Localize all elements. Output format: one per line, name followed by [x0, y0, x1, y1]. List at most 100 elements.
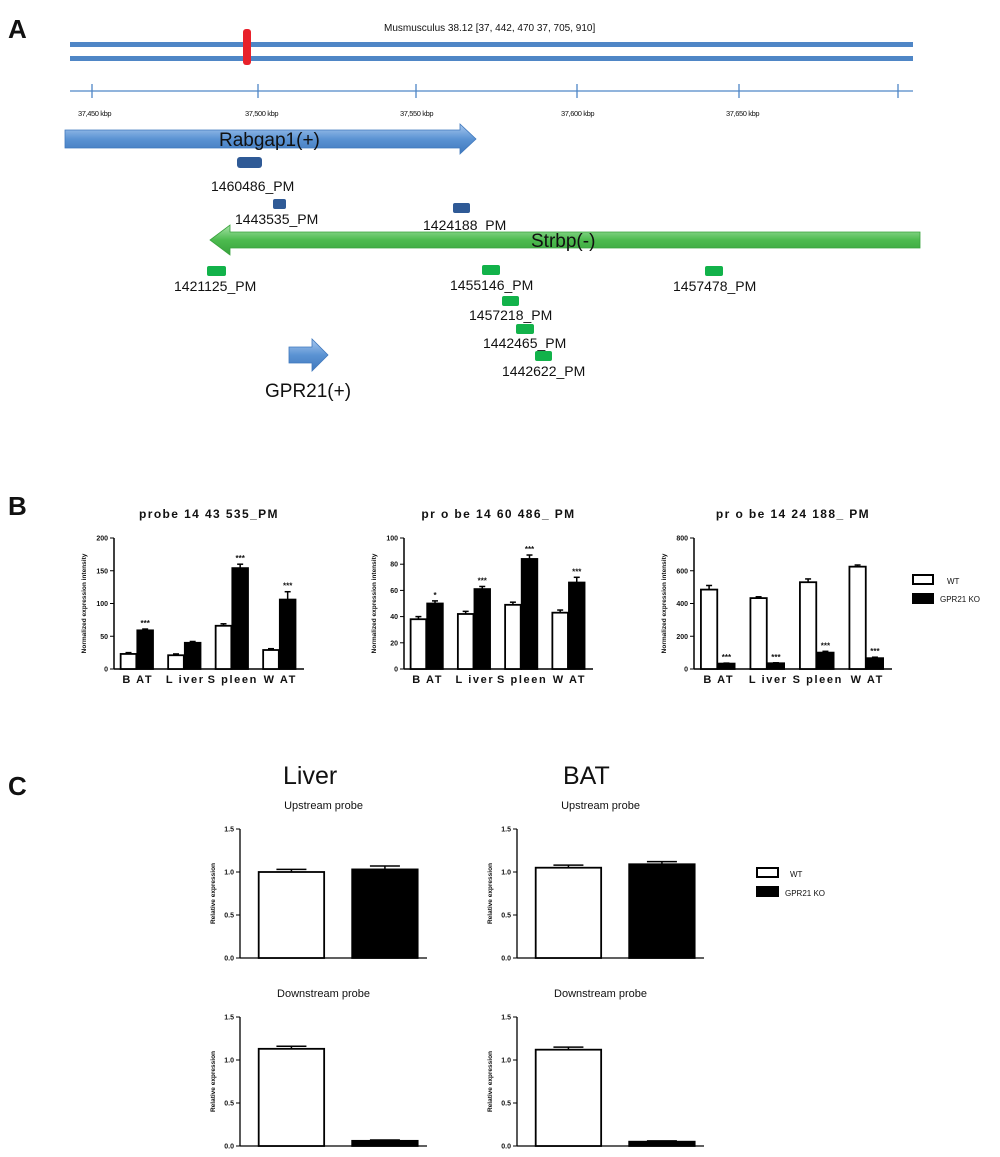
significance-marker: *** [235, 554, 245, 563]
y-tick-label: 0.0 [501, 1144, 511, 1151]
probe-label-1455146: 1455146_PM [450, 277, 533, 293]
bar-ko [136, 629, 154, 670]
chart-title: probe 14 43 535_PM [139, 507, 279, 521]
chromosome-line-upper [70, 42, 913, 47]
significance-marker: *** [870, 647, 880, 656]
y-tick-label: 1.0 [224, 870, 234, 877]
probe-marker-1442465 [516, 324, 534, 334]
y-tick-label: 800 [676, 536, 688, 543]
chart-title: Downstream probe [277, 988, 370, 1000]
probe-marker-1460486 [237, 157, 262, 168]
y-tick-label: 0.5 [224, 1101, 234, 1108]
bar-wt [749, 597, 768, 670]
y-tick-label: 100 [96, 601, 108, 608]
bar-ko [351, 868, 419, 959]
legend-ko-swatch [912, 593, 934, 604]
significance-marker: * [433, 591, 437, 600]
y-tick-label: 0.5 [501, 1101, 511, 1108]
y-axis-label: Relative expression [487, 1051, 494, 1112]
bar-ko [568, 581, 586, 670]
bar-wt [214, 624, 233, 670]
group-title-bat: BAT [563, 762, 610, 790]
y-tick-label: 1.0 [501, 1058, 511, 1065]
y-tick-label: 600 [676, 568, 688, 575]
bar-ko [717, 662, 736, 670]
y-tick-label: 150 [96, 568, 108, 575]
probe-label-1460486: 1460486_PM [211, 178, 294, 194]
legend-ko-label: GPR21 KO [940, 595, 980, 604]
bar-wt [456, 613, 475, 670]
bar-ko [816, 651, 835, 670]
probe-marker-1457478 [705, 266, 723, 276]
panel-letter-a: A [8, 14, 27, 44]
legend-wt-swatch [756, 867, 779, 878]
probe-marker-1424188 [453, 203, 470, 213]
panel-letter-b: B [8, 491, 27, 521]
group-title-liver: Liver [283, 762, 337, 790]
legend-panel-b: WT GPR21 KO [912, 574, 980, 604]
bar-chart-probe-1443535: probe 14 43 535_PM 0 50 100 150 200 Normalized… [81, 507, 304, 686]
bar-chart-liver-downstream: Downstream probe 0.0 0.5 1.0 1.5 Relative exp… [210, 988, 427, 1151]
y-tick-label: 40 [390, 614, 398, 621]
bar-wt [551, 611, 569, 670]
chart-title: Upstream probe [561, 800, 640, 812]
bar-ko [766, 662, 786, 670]
y-axis-label: Normalized expression intensity [81, 553, 88, 653]
probe-label-1421125: 1421125_PM [174, 278, 256, 294]
panel-letter-c: C [8, 771, 27, 801]
bar-ko [351, 1139, 419, 1147]
y-axis-label: Relative expression [210, 863, 217, 924]
chart-title: pr o be 14 60 486_ PM [421, 507, 575, 521]
y-tick-label: 200 [676, 634, 688, 641]
strbp-gene-label: Strbp(-) [531, 231, 595, 252]
x-tick-label: L iver [456, 674, 495, 686]
panel-a-genome-track: Musmusculus 38.12 [37, 442, 470 37, 705,… [64, 23, 921, 402]
significance-marker: *** [140, 619, 150, 628]
probe-label-1457478: 1457478_PM [673, 278, 756, 294]
x-tick-label: S pleen [208, 674, 258, 686]
y-axis-label: Normalized expression intensity [371, 553, 378, 653]
significance-marker: *** [525, 545, 535, 554]
bar-wt [848, 565, 867, 670]
y-tick-label: 1.5 [501, 1015, 511, 1022]
y-tick-label: 400 [676, 601, 688, 608]
x-tick-label: S pleen [793, 674, 843, 686]
bar-wt [409, 618, 428, 670]
x-tick-label: B AT [412, 674, 443, 686]
y-tick-label: 1.0 [224, 1058, 234, 1065]
y-tick-label: 1.5 [224, 827, 234, 834]
significance-marker: *** [771, 653, 781, 662]
bar-wt [257, 871, 326, 959]
bar-wt [504, 603, 522, 670]
rabgap1-gene-arrow [64, 123, 477, 155]
y-axis-label: Normalized expression intensity [661, 553, 668, 653]
bar-wt [262, 649, 280, 670]
kbp-tick-label: 37,600 kbp [561, 109, 594, 118]
x-tick-label: S pleen [497, 674, 547, 686]
bar-ko [278, 598, 297, 670]
probe-marker-1443535 [273, 199, 286, 209]
x-tick-label: W AT [851, 674, 884, 686]
y-tick-label: 1.5 [224, 1015, 234, 1022]
y-tick-label: 0 [104, 667, 108, 674]
significance-marker: *** [572, 567, 582, 576]
x-tick-label: L iver [749, 674, 788, 686]
y-tick-label: 0.0 [224, 1144, 234, 1151]
x-tick-label: W AT [553, 674, 586, 686]
chromosome-position-marker [243, 29, 251, 65]
chart-title: Downstream probe [554, 988, 647, 1000]
significance-marker: *** [722, 653, 732, 662]
bar-ko [183, 641, 202, 670]
probe-marker-1455146 [482, 265, 500, 275]
bar-wt [700, 588, 719, 670]
legend-wt-label: WT [790, 870, 803, 879]
chromosome-label: Musmusculus 38.12 [37, 442, 470 37, 705,… [384, 23, 595, 34]
bar-ko [628, 863, 696, 959]
y-axis-label: Relative expression [487, 863, 494, 924]
chromosome-line-lower [70, 56, 913, 61]
bar-ko [520, 558, 539, 670]
bar-chart-bat-upstream: Upstream probe 0.0 0.5 1.0 1.5 Relative expre… [487, 800, 704, 963]
y-tick-label: 200 [96, 536, 108, 543]
gpr21-gene-arrow [288, 338, 329, 372]
